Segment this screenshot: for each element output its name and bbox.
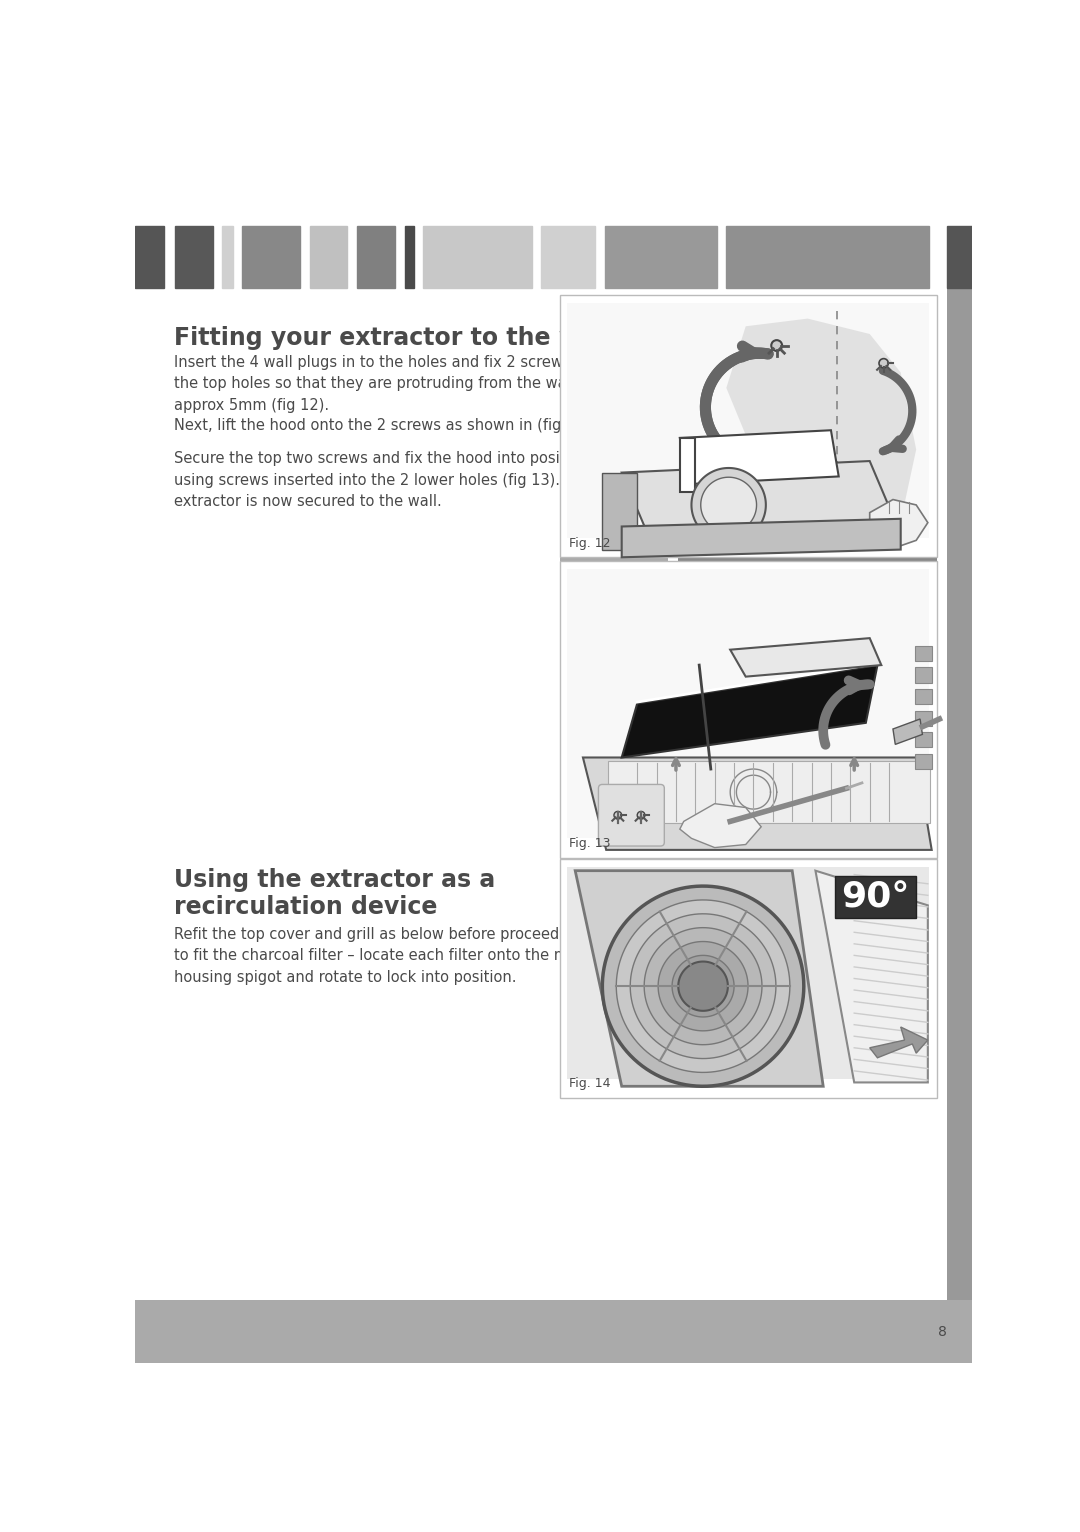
Bar <box>567 867 930 1079</box>
Bar <box>915 754 932 769</box>
Polygon shape <box>603 472 637 550</box>
Bar <box>135 1301 972 1363</box>
Bar <box>559 550 669 562</box>
Bar <box>567 303 930 538</box>
Polygon shape <box>603 885 804 1086</box>
Bar <box>677 853 937 866</box>
Bar <box>947 227 972 288</box>
Text: 8: 8 <box>939 1325 947 1339</box>
Bar <box>559 561 937 858</box>
FancyBboxPatch shape <box>598 784 664 846</box>
Polygon shape <box>730 639 881 677</box>
Bar <box>567 568 930 838</box>
Polygon shape <box>679 430 839 484</box>
Polygon shape <box>893 719 922 745</box>
Polygon shape <box>679 438 696 492</box>
Bar <box>567 867 930 1079</box>
Bar <box>726 227 929 288</box>
Polygon shape <box>869 499 928 545</box>
Text: Fig. 12: Fig. 12 <box>569 536 610 550</box>
Polygon shape <box>672 956 734 1017</box>
Bar <box>221 227 232 288</box>
Bar <box>915 668 932 683</box>
Bar <box>559 296 937 558</box>
Polygon shape <box>691 467 766 542</box>
Polygon shape <box>678 962 728 1011</box>
Bar <box>677 550 937 562</box>
Bar <box>559 859 937 1098</box>
Bar <box>310 227 348 288</box>
Text: 90°: 90° <box>841 881 909 915</box>
Bar <box>915 647 932 662</box>
Polygon shape <box>622 519 901 558</box>
Polygon shape <box>622 461 901 545</box>
Polygon shape <box>815 870 928 1083</box>
Polygon shape <box>576 870 823 1086</box>
Polygon shape <box>622 665 877 757</box>
Polygon shape <box>631 913 775 1059</box>
Bar <box>915 732 932 748</box>
Bar <box>175 227 213 288</box>
Text: Refit the top cover and grill as below before proceeding
to fit the charcoal fil: Refit the top cover and grill as below b… <box>174 927 597 985</box>
Bar <box>605 227 717 288</box>
Text: Fitting your extractor to the wall: Fitting your extractor to the wall <box>174 326 612 351</box>
Polygon shape <box>727 319 916 519</box>
Bar <box>135 227 164 288</box>
Text: Next, lift the hood onto the 2 screws as shown in (fig12).: Next, lift the hood onto the 2 screws as… <box>174 418 590 434</box>
Bar <box>947 283 972 1363</box>
Circle shape <box>879 358 888 368</box>
Polygon shape <box>644 928 762 1045</box>
Bar <box>242 227 300 288</box>
Text: Insert the 4 wall plugs in to the holes and fix 2 screws in
the top holes so tha: Insert the 4 wall plugs in to the holes … <box>174 355 597 414</box>
Polygon shape <box>658 942 748 1031</box>
Polygon shape <box>617 899 789 1072</box>
Polygon shape <box>869 1026 928 1057</box>
Text: Fig. 14: Fig. 14 <box>569 1077 610 1091</box>
Bar <box>835 876 916 918</box>
Circle shape <box>771 340 782 351</box>
Polygon shape <box>679 804 761 847</box>
Bar <box>423 227 531 288</box>
Circle shape <box>613 812 622 820</box>
Text: Using the extractor as a: Using the extractor as a <box>174 867 495 892</box>
Text: Secure the top two screws and fix the hood into position
using screws inserted i: Secure the top two screws and fix the ho… <box>174 450 592 509</box>
Polygon shape <box>608 761 930 823</box>
Bar <box>915 689 932 705</box>
Bar <box>559 853 669 866</box>
Polygon shape <box>701 476 757 533</box>
Circle shape <box>637 812 645 820</box>
Bar <box>915 711 932 726</box>
Bar <box>405 227 414 288</box>
Bar <box>357 227 394 288</box>
Bar <box>541 227 595 288</box>
Polygon shape <box>583 757 932 850</box>
Text: recirculation device: recirculation device <box>174 895 437 919</box>
Text: Fig. 13: Fig. 13 <box>569 836 610 850</box>
